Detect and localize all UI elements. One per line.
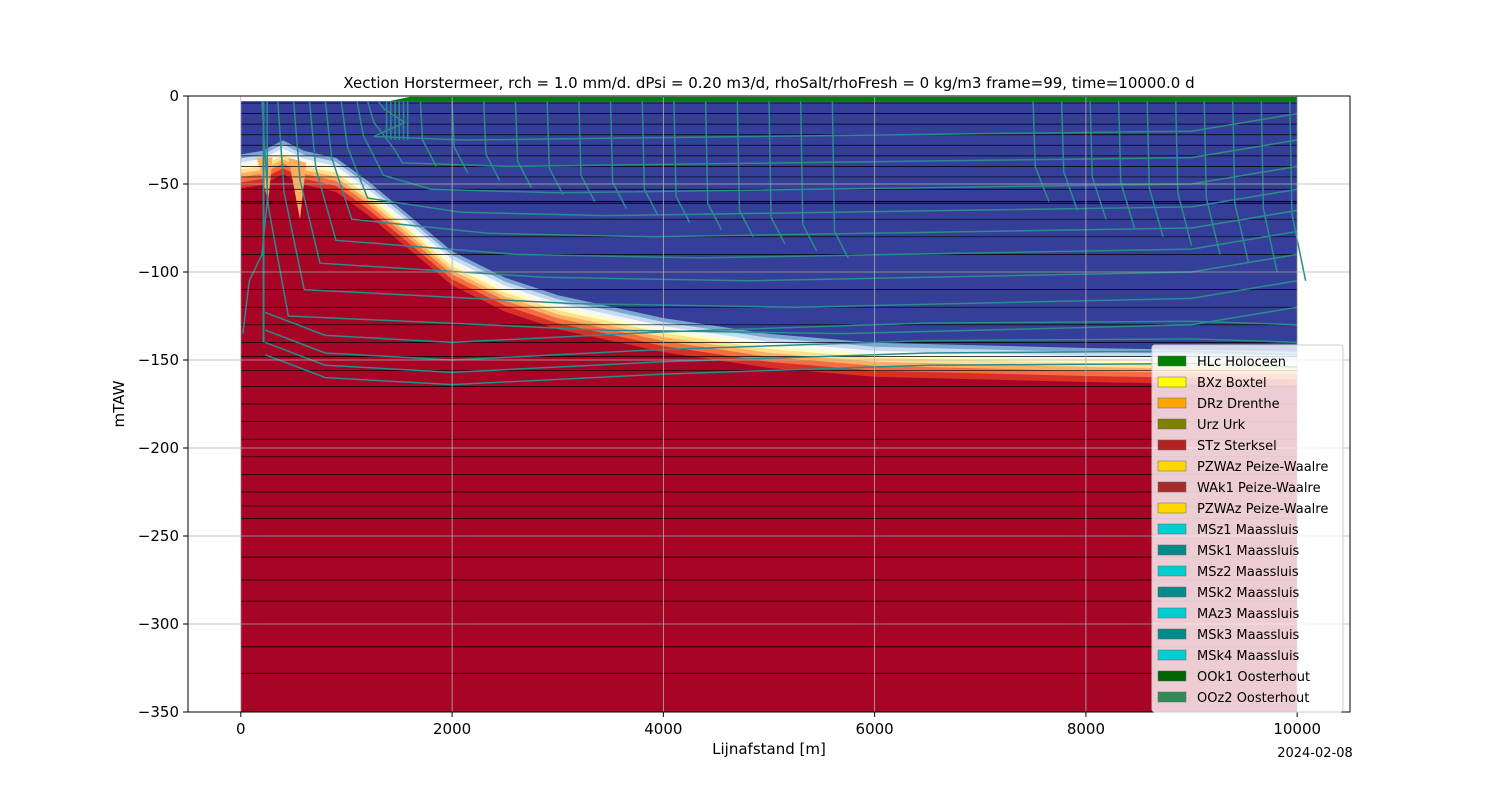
legend-label: MSk2 Maassluis <box>1197 586 1300 601</box>
contour-line <box>578 101 596 202</box>
legend-label: PZWAz Peize-Waalre <box>1197 502 1328 517</box>
legend-swatch <box>1157 418 1187 430</box>
contour-line <box>546 101 564 195</box>
contour-line <box>373 100 1298 141</box>
cross-section-plot <box>240 96 1307 712</box>
legend-swatch <box>1157 397 1187 409</box>
x-tick-label: 8000 <box>1067 720 1105 738</box>
y-tick-label: −50 <box>147 175 179 193</box>
legend-swatch <box>1157 355 1187 367</box>
x-tick-label: 6000 <box>856 720 894 738</box>
legend-label: MSz2 Maassluis <box>1197 565 1299 580</box>
y-tick-label: −150 <box>138 351 179 369</box>
contour-line <box>419 101 437 167</box>
legend-label: PZWAz Peize-Waalre <box>1197 460 1328 475</box>
legend-swatch <box>1157 439 1187 451</box>
legend-swatch <box>1157 376 1187 388</box>
legend-swatch <box>1157 670 1187 682</box>
contour-line <box>831 101 849 259</box>
legend: HLc Holoceen BXz Boxtel DRz Drenthe Urz Urk… <box>1151 344 1344 713</box>
contour-line <box>1117 101 1136 229</box>
legend-label: MSk3 Maassluis <box>1197 628 1300 643</box>
x-tick-label: 10000 <box>1273 720 1321 738</box>
contour-line <box>1203 101 1221 255</box>
contour-line <box>514 101 532 188</box>
interface-band <box>256 157 273 202</box>
contour-line <box>1089 101 1107 220</box>
legend-label: OOz2 Oosterhout <box>1197 691 1309 706</box>
y-tick-label: 0 <box>169 87 179 105</box>
contour-line <box>1146 101 1164 238</box>
chart-title: Xection Horstermeer, rch = 1.0 mm/d. dPs… <box>343 74 1194 92</box>
plot-frame <box>187 95 1351 713</box>
y-tick-label: −250 <box>138 527 179 545</box>
contour-line <box>1060 101 1079 211</box>
contour-line <box>673 101 691 224</box>
legend-swatch <box>1157 691 1187 703</box>
contour-line <box>609 101 628 209</box>
y-axis-label: mTAW <box>110 380 128 427</box>
contour-line <box>641 101 659 217</box>
legend-label: BXz Boxtel <box>1197 376 1267 391</box>
legend-label: Urz Urk <box>1197 418 1246 433</box>
contour-line <box>277 101 1298 308</box>
contour-line <box>366 101 1298 168</box>
contour-line <box>1174 101 1193 246</box>
legend-swatch <box>1157 586 1187 598</box>
contour-line <box>483 101 501 181</box>
contour-line <box>308 101 1298 259</box>
x-axis-label: Lijnafstand [m] <box>712 740 826 758</box>
contour-line <box>704 101 723 231</box>
y-tick-label: −200 <box>138 439 179 457</box>
contour-line <box>1260 101 1278 273</box>
legend-box <box>1151 344 1344 713</box>
legend-swatch <box>1157 502 1187 514</box>
contour-line <box>736 101 754 238</box>
x-tick-label: 2000 <box>433 720 471 738</box>
legend-label: MAz3 Maassluis <box>1197 607 1299 622</box>
contour-line <box>242 101 268 334</box>
x-tick-label: 0 <box>236 720 246 738</box>
legend-swatch <box>1157 649 1187 661</box>
legend-label: DRz Drenthe <box>1197 397 1280 412</box>
legend-swatch <box>1157 523 1187 535</box>
surface-layer <box>388 96 1298 102</box>
legend-label: WAk1 Peize-Waalre <box>1197 481 1321 496</box>
interface-band <box>240 101 1298 352</box>
date-label: 2024-02-08 <box>1277 746 1353 761</box>
legend-label: HLc Holoceen <box>1197 355 1286 370</box>
legend-swatch <box>1157 481 1187 493</box>
legend-swatch <box>1157 565 1187 577</box>
y-tick-label: −300 <box>138 615 179 633</box>
legend-label: STz Sterksel <box>1197 439 1277 454</box>
contour-line <box>768 101 786 245</box>
contour-line <box>1231 101 1250 264</box>
legend-label: MSk1 Maassluis <box>1197 544 1300 559</box>
contour-line <box>324 101 1298 238</box>
axes: 0 2000 4000 6000 8000 10000 0 −50 −100 −150 −200 −2… <box>138 87 1321 738</box>
contour-line <box>1032 101 1050 202</box>
contour-line <box>451 101 469 174</box>
interface-band <box>288 157 307 220</box>
y-tick-label: −100 <box>138 263 179 281</box>
legend-label: OOk1 Oosterhout <box>1197 670 1310 685</box>
legend-label: MSk4 Maassluis <box>1197 649 1300 664</box>
legend-swatch <box>1157 607 1187 619</box>
contour-line <box>340 101 1298 217</box>
legend-swatch <box>1157 544 1187 556</box>
legend-swatch <box>1157 460 1187 472</box>
legend-label: MSz1 Maassluis <box>1197 523 1299 538</box>
legend-swatch <box>1157 628 1187 640</box>
y-tick-label: −350 <box>138 703 179 721</box>
contour-line <box>1289 101 1307 281</box>
x-tick-label: 4000 <box>644 720 682 738</box>
contour-line <box>261 101 1298 335</box>
contour-line <box>799 101 818 252</box>
